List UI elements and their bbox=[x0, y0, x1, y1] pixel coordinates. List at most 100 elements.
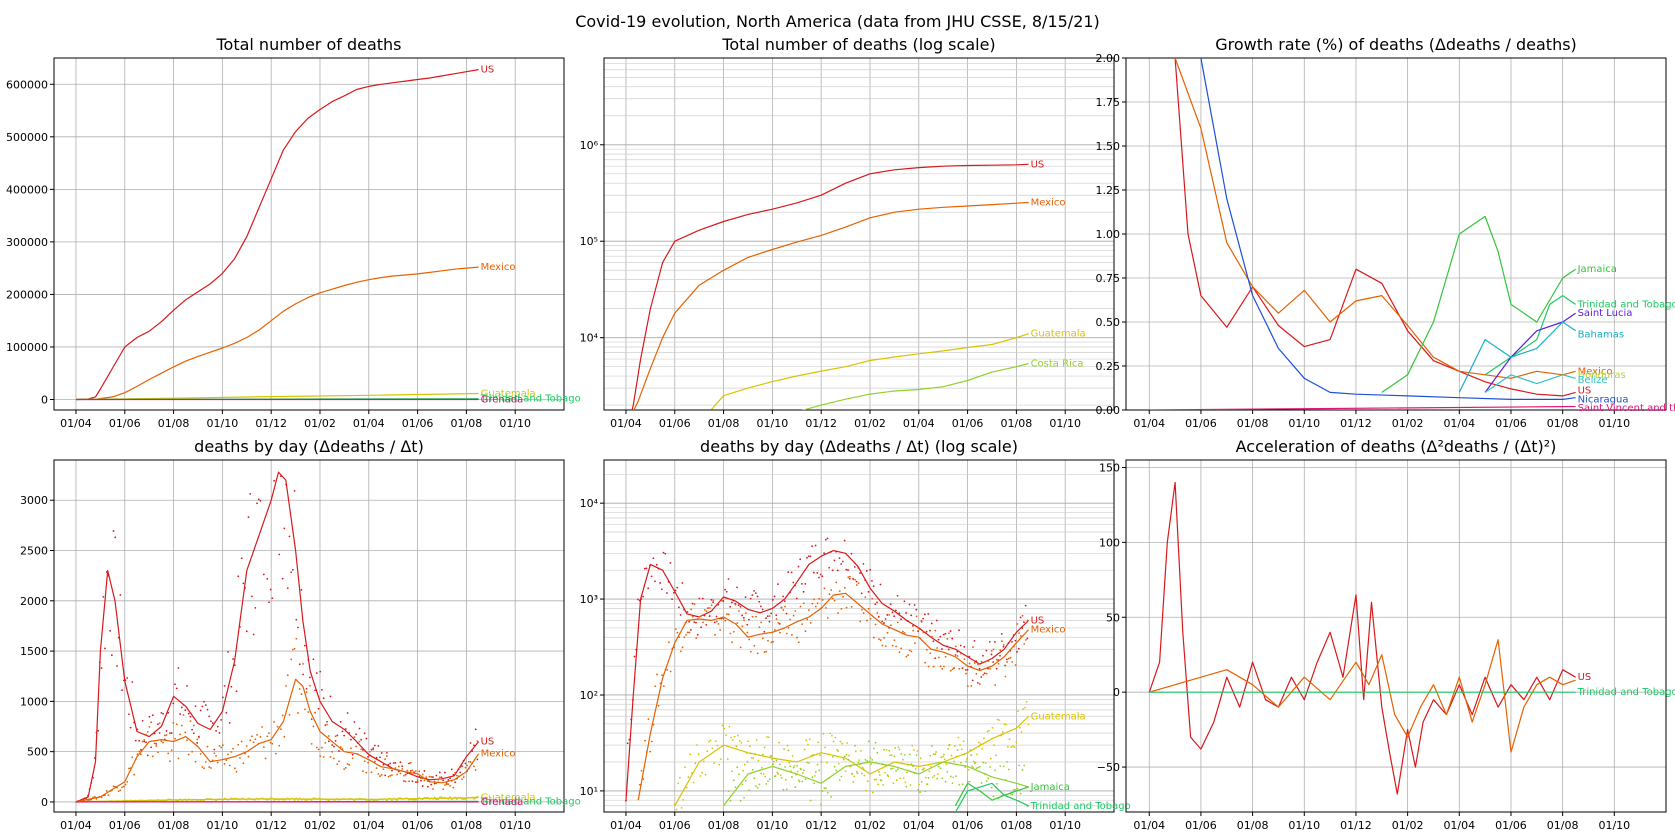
data-point bbox=[713, 762, 715, 765]
data-point bbox=[170, 732, 173, 734]
data-point bbox=[678, 606, 680, 609]
data-point bbox=[885, 748, 888, 751]
data-point bbox=[346, 763, 349, 765]
data-point bbox=[927, 776, 930, 779]
data-point bbox=[983, 737, 985, 740]
data-point bbox=[742, 769, 744, 772]
data-point bbox=[669, 670, 672, 673]
data-point bbox=[783, 600, 786, 603]
data-point bbox=[768, 778, 771, 781]
data-point bbox=[784, 605, 786, 608]
data-point bbox=[685, 786, 688, 789]
data-point bbox=[281, 714, 284, 717]
data-point bbox=[433, 782, 436, 785]
data-point bbox=[840, 775, 843, 778]
data-point bbox=[379, 756, 381, 759]
data-point bbox=[751, 615, 754, 618]
x-tick-label: 01/04 bbox=[903, 417, 935, 430]
data-point bbox=[807, 743, 809, 746]
data-point bbox=[362, 770, 364, 773]
data-point bbox=[740, 741, 743, 744]
data-point bbox=[336, 734, 339, 737]
data-point bbox=[286, 587, 289, 589]
x-tick-label: 01/10 bbox=[499, 819, 531, 832]
data-point bbox=[1020, 731, 1023, 733]
plot-area bbox=[1148, 481, 1576, 795]
data-point bbox=[146, 730, 149, 733]
data-point bbox=[295, 637, 298, 640]
data-point bbox=[668, 641, 670, 644]
data-point bbox=[783, 748, 785, 750]
data-point bbox=[704, 773, 707, 776]
data-point bbox=[756, 652, 759, 655]
x-tick-label: 01/10 bbox=[1049, 819, 1081, 832]
data-point bbox=[825, 606, 827, 609]
gridlines bbox=[604, 460, 1114, 812]
data-point bbox=[473, 744, 475, 747]
data-point bbox=[650, 740, 653, 743]
data-point bbox=[124, 783, 127, 786]
data-point bbox=[414, 770, 417, 772]
data-point bbox=[416, 779, 419, 781]
data-point bbox=[469, 742, 472, 744]
data-point bbox=[788, 761, 791, 764]
data-point bbox=[719, 758, 722, 761]
chart-title: deaths by day (Δdeaths / Δt) bbox=[194, 437, 424, 456]
data-point bbox=[899, 777, 902, 780]
data-point bbox=[408, 762, 410, 765]
data-point bbox=[1010, 746, 1013, 749]
data-point bbox=[654, 685, 657, 688]
data-point bbox=[966, 668, 969, 671]
data-point bbox=[321, 688, 323, 691]
data-point bbox=[1002, 644, 1005, 646]
data-point bbox=[1007, 768, 1010, 771]
data-point bbox=[767, 639, 769, 642]
data-point bbox=[462, 776, 465, 778]
y-tick-label: −50 bbox=[1097, 761, 1120, 774]
data-point bbox=[727, 613, 730, 616]
data-point bbox=[729, 799, 732, 802]
data-point bbox=[855, 770, 858, 773]
data-point bbox=[883, 748, 886, 751]
data-point bbox=[382, 763, 385, 766]
data-point bbox=[736, 586, 738, 589]
data-point bbox=[794, 610, 797, 612]
data-point bbox=[660, 588, 663, 591]
data-point bbox=[847, 569, 849, 571]
data-point bbox=[806, 761, 809, 764]
data-point bbox=[927, 665, 930, 668]
data-point bbox=[719, 629, 722, 631]
data-point bbox=[645, 567, 648, 570]
data-point bbox=[754, 592, 757, 595]
data-point bbox=[317, 707, 320, 710]
data-point bbox=[751, 768, 754, 771]
data-point bbox=[261, 726, 264, 728]
data-point bbox=[363, 732, 366, 735]
y-tick-label: 1000 bbox=[20, 695, 48, 708]
data-point bbox=[937, 638, 940, 641]
data-point bbox=[411, 780, 414, 783]
data-point bbox=[904, 781, 907, 784]
data-point bbox=[420, 777, 422, 780]
data-point bbox=[965, 757, 968, 760]
y-tick-label: 10⁵ bbox=[580, 235, 598, 248]
data-point bbox=[770, 612, 773, 615]
data-point bbox=[952, 776, 955, 779]
data-point bbox=[877, 615, 880, 618]
x-tick-label: 01/06 bbox=[659, 417, 691, 430]
data-point bbox=[377, 744, 380, 747]
data-point bbox=[998, 719, 1001, 721]
data-point bbox=[892, 782, 895, 785]
data-point bbox=[694, 762, 697, 765]
data-point bbox=[1001, 730, 1004, 733]
data-point bbox=[968, 662, 971, 665]
data-point bbox=[798, 780, 801, 783]
data-point bbox=[254, 738, 257, 741]
data-point bbox=[982, 673, 985, 676]
data-point bbox=[450, 798, 453, 801]
data-point bbox=[970, 754, 973, 756]
data-point bbox=[729, 632, 732, 635]
data-point bbox=[1019, 635, 1022, 637]
data-point bbox=[943, 758, 946, 761]
data-point bbox=[442, 788, 445, 791]
